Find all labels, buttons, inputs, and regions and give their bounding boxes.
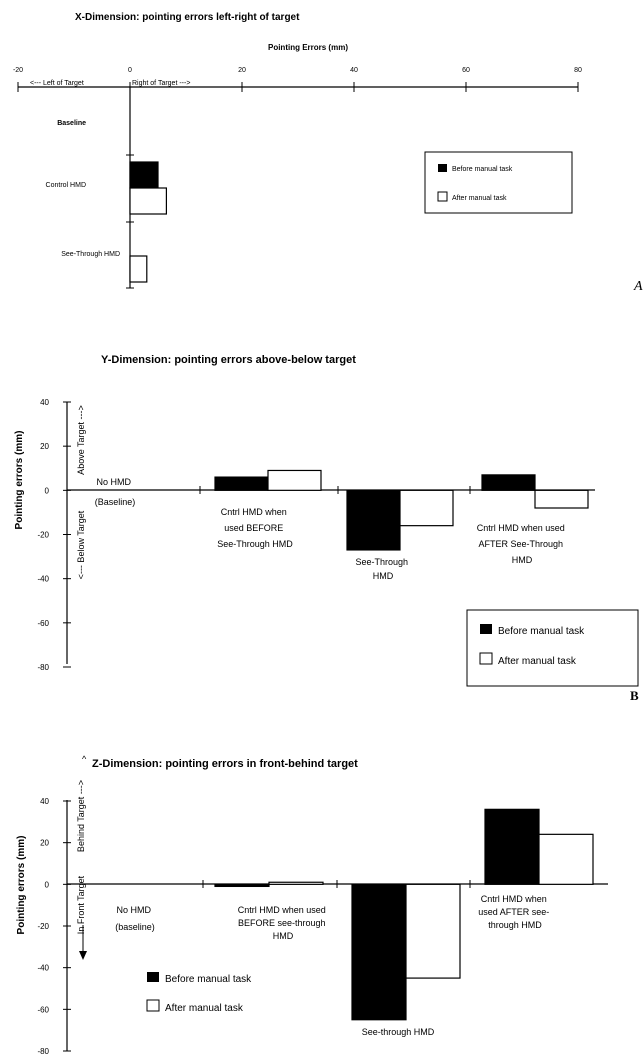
chart-x-legend-label-after: After manual task [452,195,507,202]
chart-z-tick-label: -80 [37,1047,49,1054]
chart-z-legend-label-after: After manual task [165,1003,244,1014]
chart-y-legend-label-after: After manual task [498,656,577,667]
chart-x-bar-before [129,161,159,189]
chart-y-axis-label: Pointing errors (mm) [14,431,25,530]
chart-x-tick-labels: -20 0 20 40 60 80 [13,67,582,74]
chart-y-category-label-see-through: See-Through HMD [355,557,410,581]
chart-y-category-label-cntrl-before: Cntrl HMD when used BEFORE See-Through H… [217,507,293,549]
chart-x-bar-after [129,187,168,215]
chart-x-axis-label: Pointing Errors (mm) [268,43,348,52]
chart-z-legend-swatch-after [146,999,160,1012]
chart-z-bar-after [268,881,324,885]
chart-z-tick-label: 40 [40,797,49,806]
chart-z-title-arrow: ^ [82,754,87,764]
chart-x-tick-label: 0 [128,67,132,74]
chart-y-bar-before [481,474,536,491]
chart-z-category-label-cntrl-after: Cntrl HMD when used AFTER see- through H… [478,894,552,930]
chart-x-tick-label: 80 [574,67,582,74]
chart-x-direction-left: <--- Left of Target [30,80,84,87]
chart-y-bars [214,469,589,551]
chart-y-tick-label: 40 [40,398,49,407]
chart-x-category-label-see-through-hmd: See-Through HMD [61,251,120,258]
chart-y-bar-after [267,469,322,491]
chart-x-legend-box [424,151,573,214]
chart-z-legend-label-before: Before manual task [165,974,252,985]
chart-z-category-label-no-hmd: No HMD (baseline) [115,905,155,932]
chart-y-tick-label: 0 [45,486,50,495]
chart-z-tick-label: -60 [37,1005,49,1014]
chart-z-bar-before [484,808,540,885]
chart-y-bar-after [534,489,589,509]
chart-y-legend-swatch-before [480,624,492,634]
chart-z-direction-down: In Front Target [76,875,86,934]
chart-z-legend-swatch-before [147,972,159,982]
chart-z-bar-before [351,883,407,1021]
panel-letter-a: A [633,279,643,294]
chart-y-tick-label: 20 [40,442,49,451]
chart-y-legend: Before manual task After manual task [466,609,639,687]
chart-x-legend-swatch-before [438,164,447,172]
chart-z-bar-after [538,833,594,885]
chart-x-category-ticks [126,154,134,289]
chart-y-ticks: 40 20 0 -20 -40 -60 -80 [37,398,471,672]
chart-z-category-label-see-through: See-through HMD [362,1027,435,1037]
panel-y: Y-Dimension: pointing errors above-below… [14,354,639,687]
chart-y-bar-before [346,489,401,551]
chart-y-direction-down: <--- Below Target [76,510,86,579]
chart-y-tick-label: -60 [37,619,49,628]
chart-x-legend-label-before: Before manual task [452,166,513,173]
chart-z-bars [214,808,594,1021]
chart-z-axis-label: Pointing errors (mm) [16,836,27,935]
chart-x-tick-label: -20 [13,67,23,74]
chart-z-tick-label: -40 [37,964,49,973]
chart-x-title: X-Dimension: pointing errors left-right … [75,12,300,23]
chart-x-tick-label: 20 [238,67,246,74]
chart-y-category-label-cntrl-after: Cntrl HMD when used AFTER See-Through HM… [477,523,568,565]
chart-x-tick-label: 40 [350,67,358,74]
chart-x-legend-swatch-after [437,191,448,202]
chart-x-bar-after [129,255,148,283]
chart-x-bars [129,161,168,283]
chart-x-category-label-control-hmd: Control HMD [46,182,86,189]
chart-y-bar-after [399,489,454,527]
panel-z: ^ Z-Dimension: pointing errors in front-… [16,754,608,1054]
chart-y-tick-label: -20 [37,531,49,540]
chart-z-tick-label: 20 [40,839,49,848]
chart-y-bar-before [214,476,269,491]
chart-y-title: Y-Dimension: pointing errors above-below… [101,354,356,366]
chart-x-direction-right: Right of Target ---> [132,80,190,87]
chart-z-legend: Before manual task After manual task [146,972,252,1014]
chart-y-direction-up: Above Target ---> [76,405,86,475]
chart-z-bar-after [405,883,461,979]
chart-y-legend-box [466,609,639,687]
chart-y-tick-label: -40 [37,575,49,584]
chart-x-tick-label: 60 [462,67,470,74]
chart-z-direction-down-arrowhead [79,951,87,960]
chart-y-legend-label-before: Before manual task [498,626,585,637]
chart-z-ticks: 40 20 0 -20 -40 -60 -80 [37,797,471,1054]
chart-z-title: Z-Dimension: pointing errors in front-be… [92,758,358,770]
chart-y-legend-swatch-after [479,652,493,665]
chart-x-category-label-baseline: Baseline [57,120,86,127]
panel-x: X-Dimension: pointing errors left-right … [13,12,582,289]
chart-z-category-labels: No HMD (baseline) Cntrl HMD when used BE… [115,894,552,1037]
chart-z-bar-before [214,883,270,888]
chart-z-category-label-cntrl-before: Cntrl HMD when used BEFORE see-through H… [238,905,329,941]
chart-y-tick-label: -80 [37,663,49,672]
chart-y-category-labels: No HMD (Baseline) Cntrl HMD when used BE… [95,477,568,581]
chart-x-legend: Before manual task After manual task [424,151,573,214]
panel-letter-b: B [630,688,639,703]
chart-y-category-label-no-hmd: No HMD (Baseline) [95,477,136,507]
chart-z-tick-label: 0 [45,880,50,889]
chart-z-tick-label: -20 [37,922,49,931]
chart-z-direction-up: Behind Target ---> [76,780,86,852]
